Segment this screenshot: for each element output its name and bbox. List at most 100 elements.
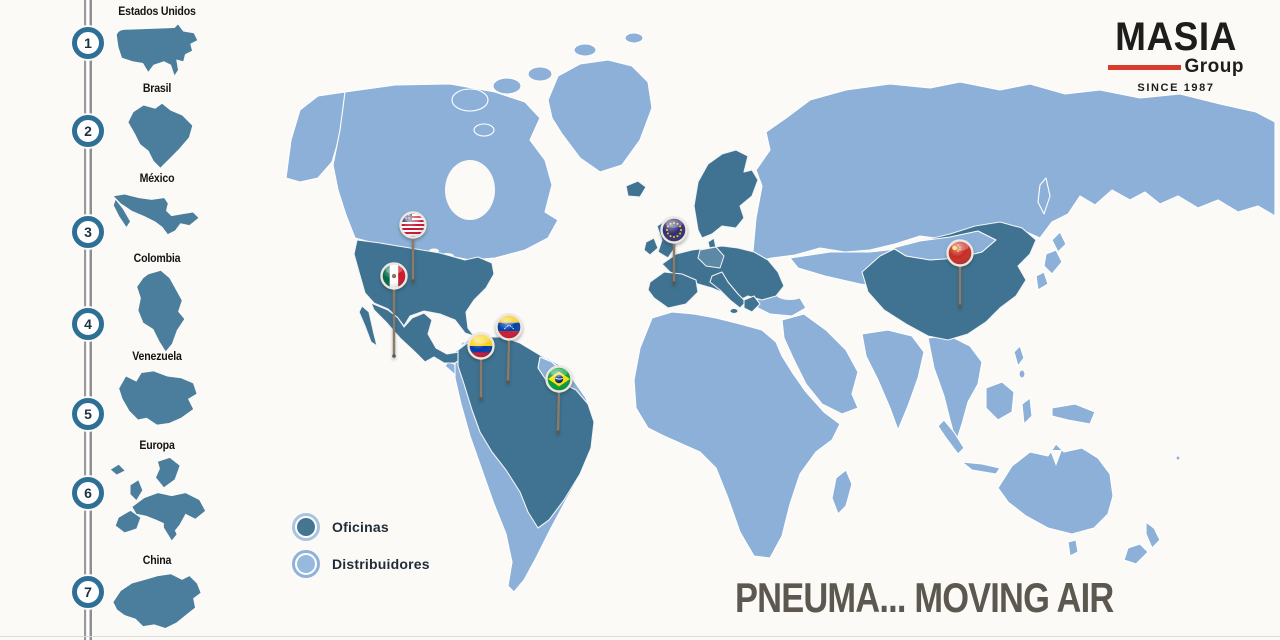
country-label: Estados Unidos [118,6,196,18]
usa-flag-icon [399,211,427,239]
item-number: 7 [84,584,92,600]
item-number-badge: 6 [72,477,104,509]
land-java [961,461,1001,475]
hudson-bay [445,160,495,220]
venezuela-flag-icon [495,313,523,341]
item-number: 3 [84,224,92,240]
china-flag-icon [946,239,974,267]
land-baja-california [358,305,378,347]
land-borneo [985,381,1015,421]
land-arctic-island [624,32,644,44]
land-japan [1035,271,1049,291]
map-pin-china [946,239,974,308]
caspian-sea [824,283,842,309]
item-number: 5 [84,406,92,422]
item-number: 2 [84,123,92,139]
country-label: Brasil [142,83,172,95]
sidebar-item-europa: Europa [100,440,214,549]
eu-flag-icon [660,216,688,244]
colombia-silhouette [137,270,185,352]
item-number-badge: 5 [72,398,104,430]
black-sea [775,286,805,300]
item-number-badge: 1 [72,27,104,59]
item-number-badge: 3 [72,216,104,248]
sidebar-item-venezuela: Venezuela [100,351,214,430]
land-southeast-asia [927,335,983,443]
land-arctic-island [527,66,553,82]
sidebar-item-china: China [100,555,214,636]
legend-label: Distribuidores [332,556,430,572]
land-africa [633,311,841,559]
land-new-guinea [1051,403,1096,425]
brasil-silhouette [128,103,193,168]
brazil-flag-icon [545,365,573,393]
logo-group-row: Group [1108,56,1244,78]
land-philippines [1013,345,1025,367]
map-pin-mexico [380,262,408,358]
legend-item-distribuidores: Distribuidores [292,550,430,578]
land-australia [997,443,1114,535]
land-sumatra [937,419,965,455]
land-japan [1051,231,1067,253]
country-label: México [139,173,175,185]
china-silhouette [113,574,201,629]
map-legend: Oficinas Distribuidores [292,513,430,587]
masia-group-logo: MASIA Group SINCE 1987 [1108,14,1244,94]
country-label: Europa [139,440,175,452]
land-madagascar [831,469,853,515]
legend-label: Oficinas [332,519,389,535]
land-middle-east [781,313,859,415]
venezuela-silhouette [119,371,197,425]
logo-since: SINCE 1987 [1137,82,1215,94]
land-tasmania [1067,539,1079,557]
land-greenland [547,59,653,173]
logo-name: MASIA [1115,14,1237,59]
mexico-flag-icon [380,262,408,290]
land-iceland [625,180,647,198]
country-label: Venezuela [132,351,182,363]
land-greece [743,295,761,313]
sidebar-item-mexico: México [100,173,214,246]
office-dot-icon [292,513,320,541]
distributor-dot-icon [292,550,320,578]
map-pin-estados-unidos [399,211,427,283]
map-pin-brasil [545,365,573,434]
map-pin-colombia [467,332,495,401]
sea-cutouts-layer [429,160,1062,466]
legend-item-oficinas: Oficinas [292,513,430,541]
item-number: 1 [84,35,92,51]
land-fiji [1175,455,1181,461]
land-japan [1043,249,1063,275]
item-number: 4 [84,316,92,332]
colombia-flag-icon [467,332,495,360]
land-sakhalin [1037,177,1051,215]
map-pin-europa [660,216,688,285]
country-label: Colombia [133,253,181,265]
land-sulawesi [1021,397,1033,425]
map-pins-layer [380,211,974,434]
sidebar-item-brasil: Brasil [100,83,214,170]
land-sicily [729,307,739,315]
gulf-of-carpentaria [1050,450,1062,466]
land-arctic-island [492,77,522,95]
land-philippines [1018,369,1026,379]
land-arctic-island [573,43,597,57]
estados-unidos-silhouette [116,24,198,76]
distributor-countries-layer [285,32,1276,593]
item-number-badge: 2 [72,115,104,147]
land-arctic-island [451,88,489,112]
tagline: PNEUMA... MOVING AIR [735,574,1114,621]
logo-group-label: Group [1184,56,1244,77]
land-ireland [643,237,659,256]
map-pin-venezuela [495,313,523,384]
country-label: China [142,555,172,567]
item-number: 6 [84,485,92,501]
land-arctic-island [473,123,495,137]
land-new-zealand [1123,543,1149,565]
logo-red-bar [1108,64,1181,70]
land-new-zealand [1145,521,1161,549]
sidebar-item-colombia: Colombia [100,253,214,354]
land-india [861,329,925,431]
